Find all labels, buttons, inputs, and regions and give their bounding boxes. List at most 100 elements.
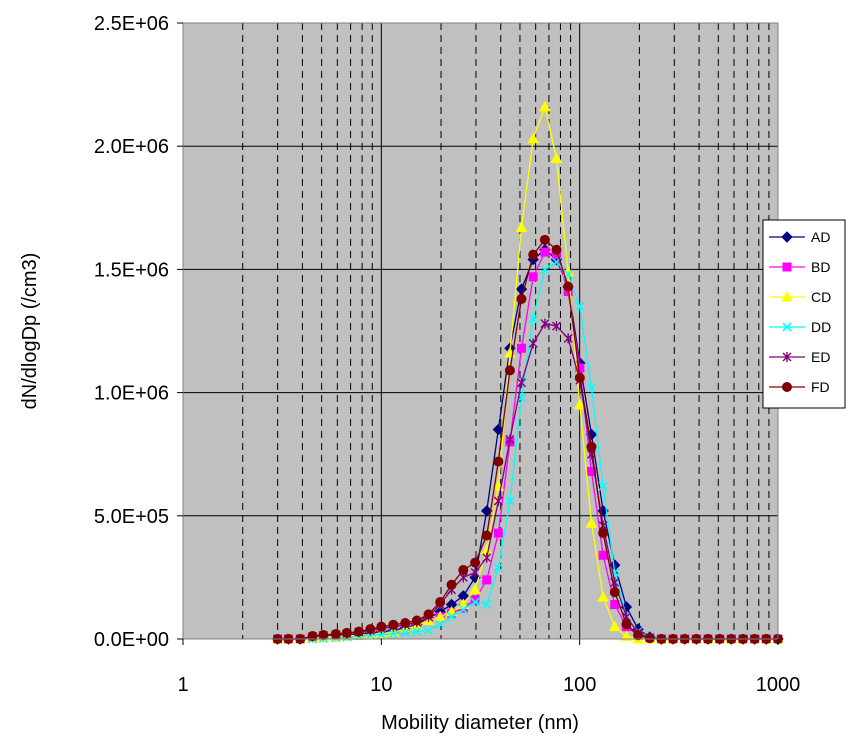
data-point	[608, 620, 621, 632]
data-point	[469, 583, 481, 595]
data-point	[412, 627, 422, 637]
y-tick-label: 0.0E+00	[94, 629, 169, 651]
data-point	[423, 609, 434, 620]
legend-label: FD	[811, 379, 830, 395]
data-point	[621, 619, 632, 630]
data-point	[493, 456, 504, 467]
legend-label: CD	[811, 289, 831, 305]
legend-marker	[782, 352, 792, 362]
legend-label: DD	[811, 319, 831, 335]
y-tick-label: 5.0E+05	[94, 506, 169, 528]
data-point	[400, 617, 411, 628]
legend-marker	[781, 290, 793, 302]
data-point	[435, 619, 445, 629]
legend-marker	[782, 322, 792, 332]
data-point	[504, 365, 515, 376]
data-point	[528, 272, 538, 282]
data-point	[505, 434, 515, 445]
y-tick-label: 1.0E+06	[94, 383, 169, 405]
y-tick-label: 2.0E+06	[94, 136, 169, 158]
data-point	[470, 557, 481, 568]
data-point	[353, 626, 364, 637]
data-point	[470, 567, 480, 578]
data-point	[470, 595, 480, 605]
data-point	[586, 441, 597, 452]
data-point	[376, 621, 387, 632]
data-point	[644, 633, 655, 644]
data-point	[586, 383, 597, 393]
data-point	[470, 597, 480, 607]
legend-entry: BD	[769, 259, 830, 275]
x-tick-label: 1	[177, 674, 188, 696]
data-point	[516, 343, 526, 353]
data-point	[515, 221, 528, 233]
data-point	[586, 466, 596, 476]
data-point	[517, 377, 526, 388]
x-tick-label: 100	[563, 674, 596, 696]
legend-label: ED	[811, 349, 830, 365]
data-point	[458, 604, 468, 614]
data-point	[573, 398, 586, 410]
data-point	[446, 579, 457, 590]
data-point	[400, 628, 410, 638]
data-point	[633, 630, 644, 641]
data-point	[341, 627, 352, 638]
data-point	[516, 293, 527, 304]
legend-marker	[782, 382, 792, 392]
data-point	[575, 301, 585, 311]
data-point	[434, 610, 447, 622]
legend: AD BD CD DD ED FD	[762, 219, 846, 409]
data-point	[388, 629, 398, 639]
legend-entry: ED	[769, 349, 830, 365]
y-tick-label: 2.5E+06	[94, 13, 169, 35]
data-point	[528, 314, 538, 324]
data-point	[482, 552, 492, 563]
y-axis-title: dN/dlogDp (/cm3)	[19, 253, 41, 410]
y-tick-label: 1.5E+06	[94, 259, 169, 281]
x-tick-label: 1000	[756, 674, 801, 696]
data-point	[411, 615, 422, 626]
x-tick-label: 10	[370, 674, 392, 696]
legend-entry: AD	[769, 229, 830, 245]
data-point	[597, 591, 609, 602]
data-point	[585, 517, 598, 528]
data-point	[481, 505, 493, 517]
data-point	[446, 612, 457, 622]
data-point	[493, 496, 503, 507]
data-point	[365, 624, 376, 635]
data-point	[598, 550, 608, 560]
data-point	[540, 318, 550, 329]
legend-box	[762, 219, 846, 409]
legend-marker	[781, 231, 793, 243]
data-point	[330, 629, 341, 640]
legend-label: AD	[811, 229, 830, 245]
data-point	[598, 528, 609, 539]
data-point	[493, 562, 503, 573]
data-point	[551, 321, 561, 332]
data-point	[620, 630, 633, 642]
data-point	[528, 338, 538, 349]
data-point	[528, 249, 539, 260]
legend-entry: DD	[769, 319, 831, 335]
data-point	[550, 152, 563, 164]
data-point	[539, 234, 550, 245]
x-axis-ticks: 1 10 100 1000	[177, 639, 800, 696]
data-point	[551, 244, 562, 255]
data-point	[540, 264, 550, 274]
x-axis-title: Mobility diameter (nm)	[381, 712, 579, 734]
data-point	[482, 599, 492, 610]
data-point	[388, 619, 399, 630]
data-point	[574, 372, 585, 383]
data-point	[458, 565, 469, 576]
legend-marker	[782, 262, 792, 272]
data-point	[609, 587, 620, 598]
legend-entry: CD	[769, 289, 831, 305]
data-point	[539, 100, 551, 112]
plot-area	[182, 22, 779, 640]
data-point	[598, 481, 608, 491]
y-axis-ticks: 0.0E+00 5.0E+05 1.0E+06 1.5E+06 2.0E+06 2.5E+…	[94, 13, 183, 651]
data-point	[481, 530, 492, 541]
data-point	[318, 630, 329, 641]
legend-label: BD	[811, 259, 830, 275]
data-point	[482, 575, 492, 585]
